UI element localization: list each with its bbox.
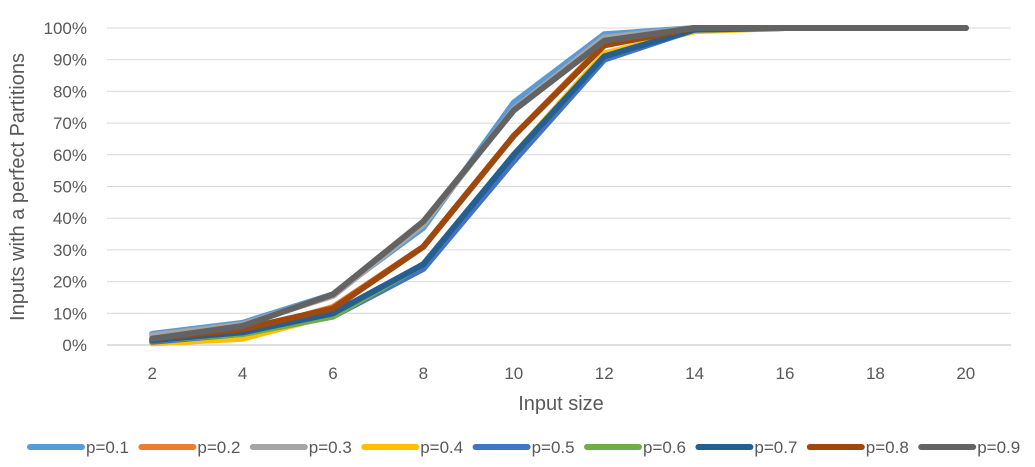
y-tick-label: 10% xyxy=(53,304,87,323)
legend-label: p=0.1 xyxy=(86,438,129,457)
legend-label: p=0.5 xyxy=(532,438,575,457)
y-tick-label: 80% xyxy=(53,82,87,101)
x-tick-label: 18 xyxy=(866,364,885,383)
legend-label: p=0.4 xyxy=(420,438,463,457)
x-tick-label: 4 xyxy=(238,364,247,383)
legend-label: p=0.3 xyxy=(309,438,352,457)
x-axis-title: Input size xyxy=(518,393,604,415)
y-tick-label: 0% xyxy=(62,336,87,355)
y-tick-label: 40% xyxy=(53,209,87,228)
x-tick-label: 6 xyxy=(328,364,337,383)
legend: p=0.1 p=0.2 p=0.3 p=0.4 p=0.5 p=0.6 p=0.7 p=0.8… xyxy=(27,438,1020,457)
y-axis-title: Inputs with a perfect Partitions xyxy=(7,53,29,321)
y-tick-label: 20% xyxy=(53,273,87,292)
series-lines xyxy=(149,25,969,347)
legend-label: p=0.7 xyxy=(754,438,797,457)
x-tick-label: 16 xyxy=(776,364,795,383)
x-tick-label: 2 xyxy=(147,364,156,383)
x-tick-label: 20 xyxy=(956,364,975,383)
x-tick-label: 14 xyxy=(685,364,704,383)
y-tick-label: 30% xyxy=(53,241,87,260)
series-line-p=0.9 xyxy=(149,25,969,342)
y-tick-label: 50% xyxy=(53,178,87,197)
legend-label: p=0.9 xyxy=(977,438,1020,457)
y-tick-label: 100% xyxy=(44,19,87,38)
x-tick-label: 12 xyxy=(595,364,614,383)
x-axis-tick-labels: 2 4 6 8 10 12 14 16 18 20 xyxy=(147,364,975,383)
y-tick-label: 70% xyxy=(53,114,87,133)
x-tick-label: 10 xyxy=(504,364,523,383)
x-tick-label: 8 xyxy=(419,364,428,383)
y-tick-label: 60% xyxy=(53,146,87,165)
legend-label: p=0.6 xyxy=(643,438,686,457)
y-tick-label: 90% xyxy=(53,51,87,70)
legend-label: p=0.8 xyxy=(866,438,909,457)
legend-label: p=0.2 xyxy=(197,438,240,457)
y-axis-tick-labels: 0% 10% 20% 30% 40% 50% 60% 70% 80% 90% 100% xyxy=(44,19,87,355)
